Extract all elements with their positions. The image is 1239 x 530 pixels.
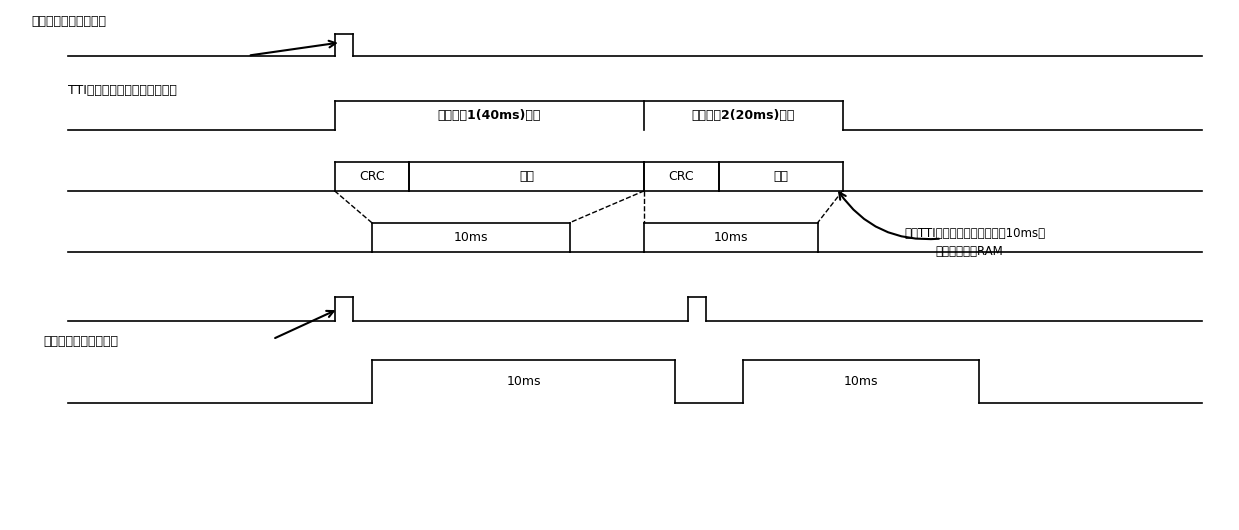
Text: CRC: CRC: [359, 170, 384, 183]
Text: 10ms: 10ms: [714, 231, 748, 244]
Text: TTI部分的处理按传输信道进行: TTI部分的处理按传输信道进行: [68, 84, 177, 96]
Text: 入第一次交织RAM: 入第一次交织RAM: [935, 245, 1004, 258]
Text: 10ms: 10ms: [844, 375, 878, 388]
Text: 10ms: 10ms: [507, 375, 540, 388]
Text: 编码: 编码: [519, 170, 534, 183]
Text: 10ms: 10ms: [453, 231, 488, 244]
Text: 传输信道1(40ms)处理: 传输信道1(40ms)处理: [437, 109, 541, 122]
Text: 传输信道处理开始标志: 传输信道处理开始标志: [31, 15, 107, 28]
Text: 一次交织处理过程完成: 一次交织处理过程完成: [43, 335, 119, 348]
Text: CRC: CRC: [669, 170, 694, 183]
Text: 从各TTI编码完成的信号挑选出10ms存: 从各TTI编码完成的信号挑选出10ms存: [904, 227, 1046, 240]
Text: 编码: 编码: [773, 170, 788, 183]
Text: 传输信道2(20ms)处理: 传输信道2(20ms)处理: [691, 109, 795, 122]
